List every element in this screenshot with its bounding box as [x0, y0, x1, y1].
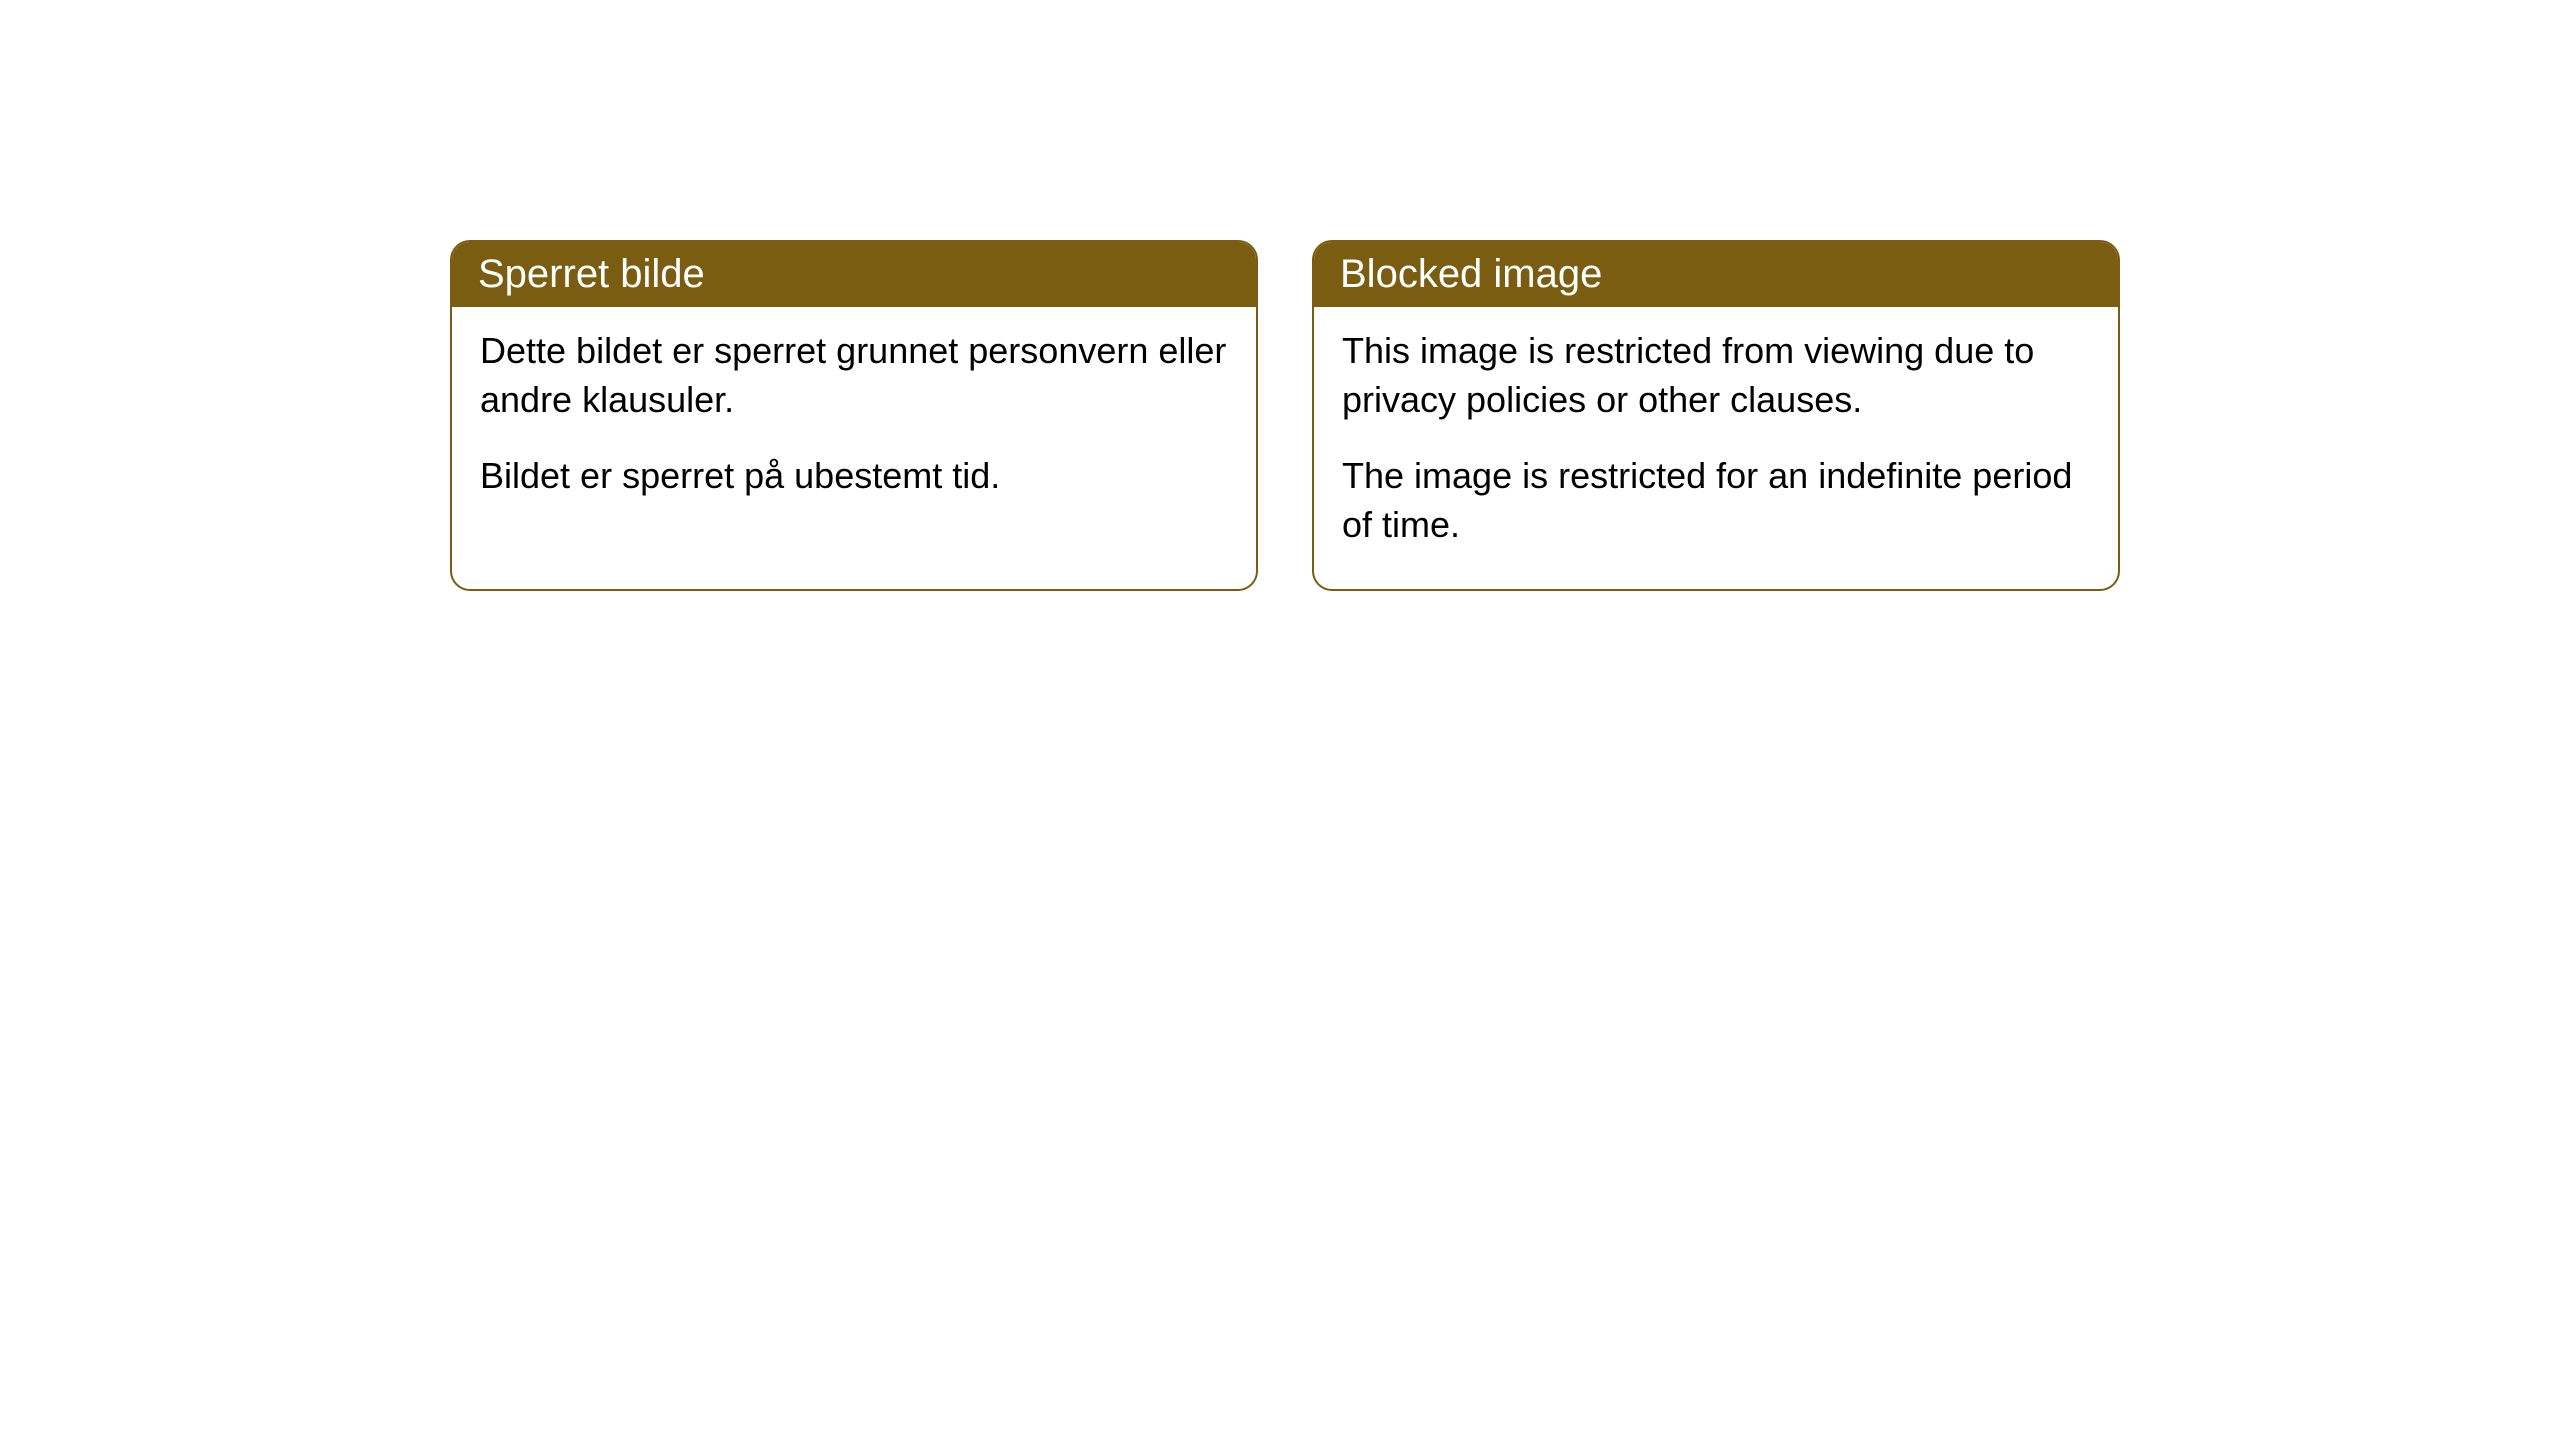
notice-cards-container: Sperret bilde Dette bildet er sperret gr…	[450, 240, 2120, 591]
card-paragraph-1-english: This image is restricted from viewing du…	[1342, 327, 2090, 424]
card-header-norwegian: Sperret bilde	[452, 242, 1256, 307]
card-paragraph-1-norwegian: Dette bildet er sperret grunnet personve…	[480, 327, 1228, 424]
card-title-norwegian: Sperret bilde	[478, 252, 705, 296]
card-paragraph-2-norwegian: Bildet er sperret på ubestemt tid.	[480, 452, 1228, 501]
card-title-english: Blocked image	[1340, 252, 1602, 296]
card-body-english: This image is restricted from viewing du…	[1314, 307, 2118, 589]
notice-card-norwegian: Sperret bilde Dette bildet er sperret gr…	[450, 240, 1258, 591]
notice-card-english: Blocked image This image is restricted f…	[1312, 240, 2120, 591]
card-body-norwegian: Dette bildet er sperret grunnet personve…	[452, 307, 1256, 541]
card-header-english: Blocked image	[1314, 242, 2118, 307]
card-paragraph-2-english: The image is restricted for an indefinit…	[1342, 452, 2090, 549]
